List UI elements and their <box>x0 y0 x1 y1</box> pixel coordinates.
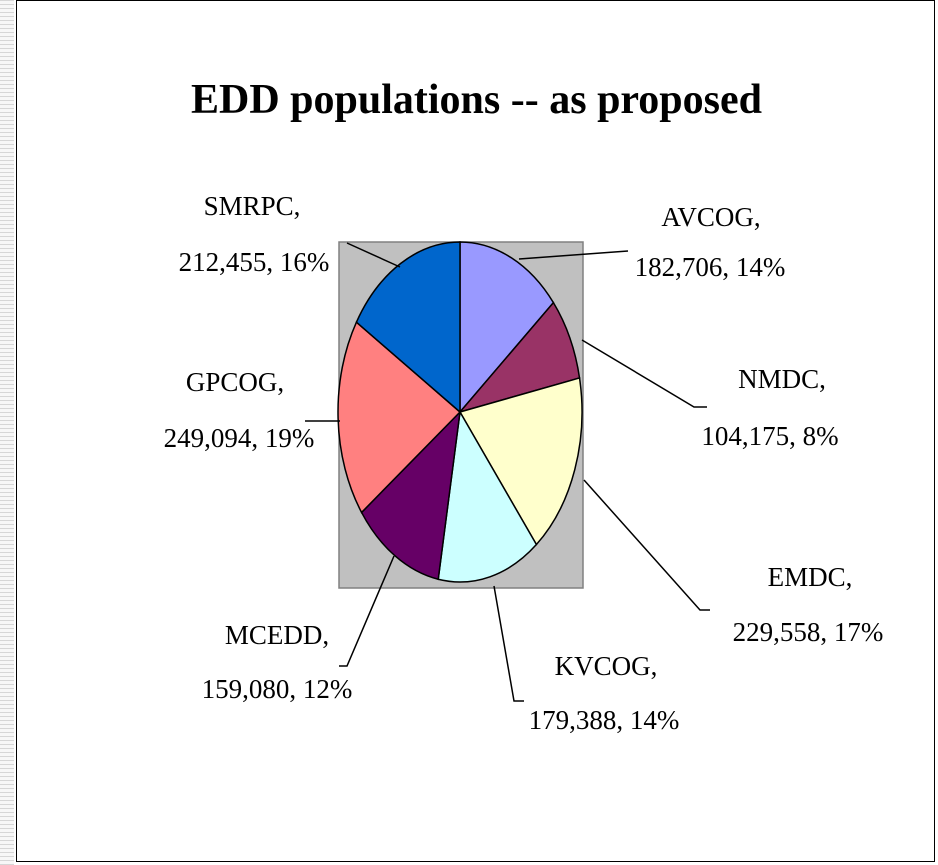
pie-chart: AVCOG, 182,706, 14% NMDC, 104,175, 8% EMDC, 2… <box>164 191 884 735</box>
slice-label-value-mcedd: 159,080, 12% <box>202 674 353 704</box>
leader-line-mcedd <box>339 555 395 667</box>
slice-label-name-kvcog: KVCOG, <box>555 651 658 681</box>
pie-slice-avcog <box>459 241 555 415</box>
pie-slice-smrpc <box>355 241 461 414</box>
slice-label-value-nmdc: 104,175, 8% <box>701 421 838 451</box>
slice-label-value-smrpc: 212,455, 16% <box>179 247 330 277</box>
pie-slice-kvcog <box>437 409 538 583</box>
slice-label-name-nmdc: NMDC, <box>738 364 826 394</box>
leader-line-smrpc <box>346 242 401 268</box>
pie-slice-mcedd <box>360 409 462 581</box>
slice-label-value-gpcog: 249,094, 19% <box>164 423 315 453</box>
slice-label-value-avcog: 182,706, 14% <box>635 252 786 282</box>
slice-label-value-kvcog: 179,388, 14% <box>529 705 680 735</box>
pie-slice-emdc <box>458 377 583 546</box>
leader-line-emdc <box>583 479 710 611</box>
slice-label-name-smrpc: SMRPC, <box>204 191 301 221</box>
slide-edge-pattern <box>0 0 14 865</box>
leader-line-kvcog <box>493 585 524 702</box>
slice-label-name-emdc: EMDC, <box>768 562 853 592</box>
pie-slice-gpcog <box>337 320 462 514</box>
leader-line-avcog <box>518 250 629 260</box>
slice-label-name-gpcog: GPCOG, <box>186 367 284 397</box>
slice-label-value-emdc: 229,558, 17% <box>733 617 884 647</box>
chart-frame: EDD populations -- as proposed AVCOG, 182… <box>16 0 935 862</box>
slice-label-name-mcedd: MCEDD, <box>225 620 329 650</box>
chart-title: EDD populations -- as proposed <box>190 77 763 123</box>
leader-line-nmdc <box>581 339 707 408</box>
slice-label-name-avcog: AVCOG, <box>661 202 760 232</box>
